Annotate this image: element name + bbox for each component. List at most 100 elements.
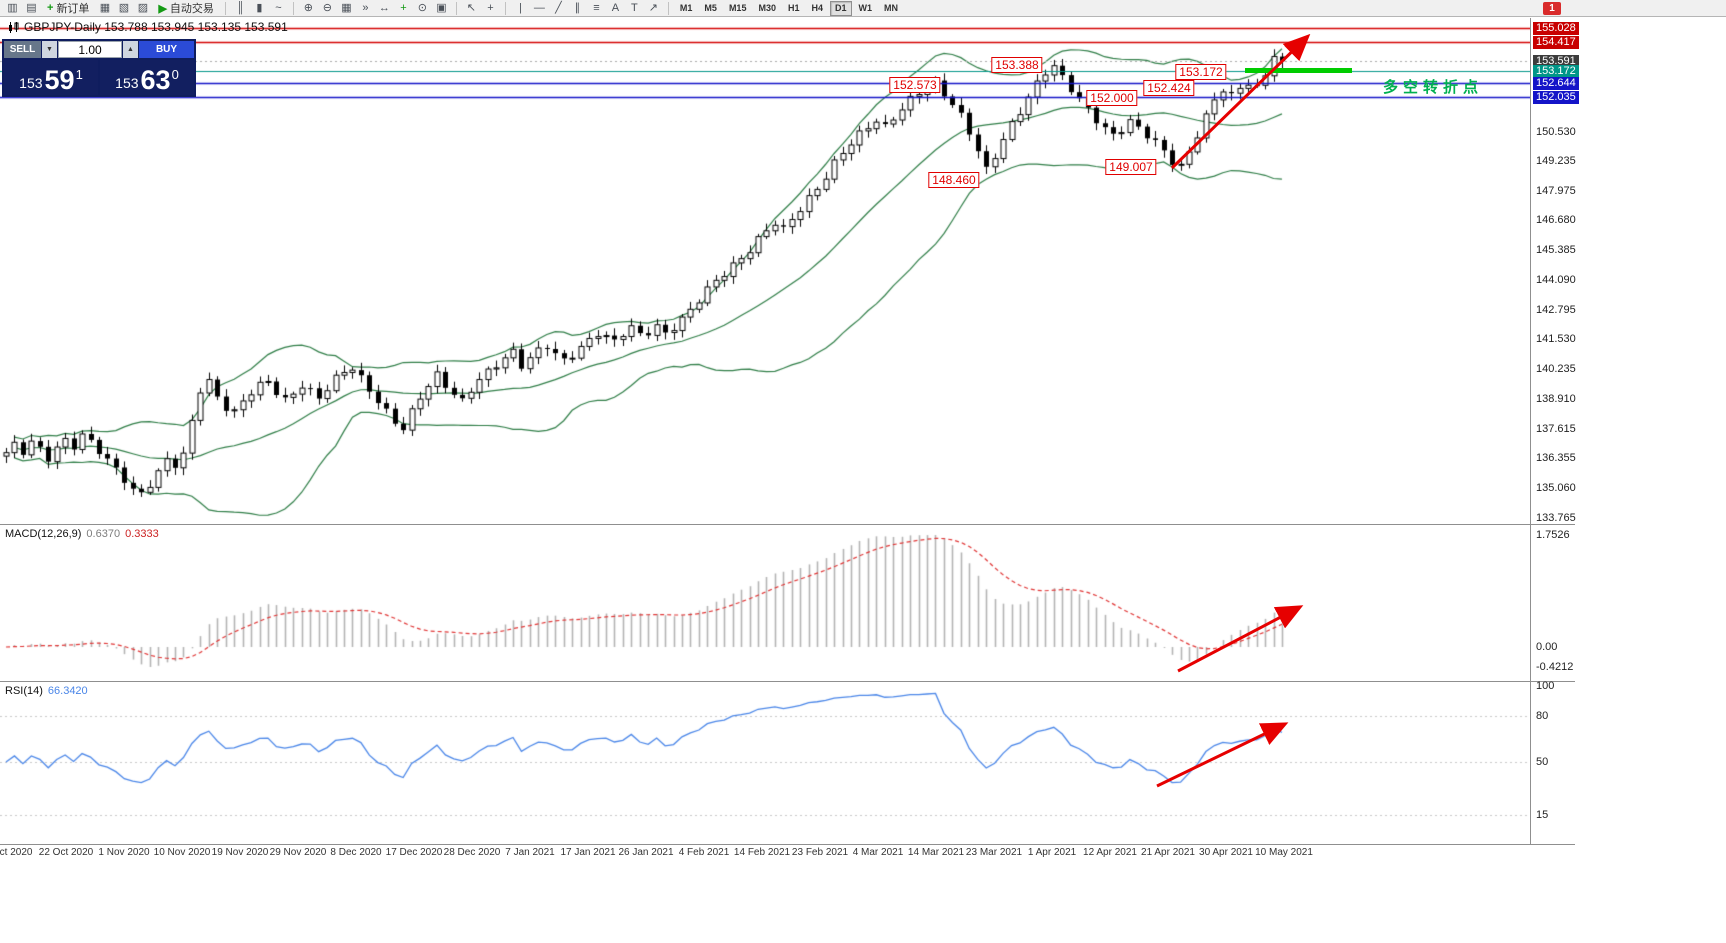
vertical-line-icon[interactable]: | (518, 2, 522, 14)
macd-pane-canvas[interactable] (0, 525, 1530, 681)
price-level-marker: 152.644 (1533, 76, 1579, 90)
horizontal-line-icon[interactable]: — (533, 2, 545, 14)
turning-point-note: 多空转折点 (1383, 79, 1484, 96)
price-tick: 136.355 (1536, 452, 1576, 465)
auto-scroll-icon[interactable]: » (362, 2, 369, 14)
price-level-marker: 153.172 (1533, 64, 1579, 78)
price-tick: 135.060 (1536, 482, 1576, 495)
line-chart-icon[interactable]: ~ (275, 2, 282, 14)
price-tag: 153.388 (991, 57, 1043, 73)
volume-increase-button[interactable]: ▲ (123, 41, 138, 58)
rsi-pane-canvas[interactable] (0, 682, 1530, 844)
ask-price[interactable]: 153 63 0 (100, 60, 194, 95)
timeframe-w1[interactable]: W1 (858, 2, 873, 13)
timeframe-h1[interactable]: H1 (787, 2, 800, 13)
date-tick: 7 Jan 2021 (505, 847, 555, 858)
new-order-button[interactable]: + 新订单 (47, 2, 90, 15)
date-tick: 19 Nov 2020 (211, 847, 269, 858)
date-tick: 17 Dec 2020 (385, 847, 443, 858)
price-tag: 149.007 (1105, 159, 1157, 175)
text-icon[interactable]: A (611, 2, 620, 14)
date-tick: 17 Jan 2021 (560, 847, 616, 858)
timeframe-m30[interactable]: M30 (758, 2, 776, 13)
rsi-header: RSI(14) 66.3420 (5, 685, 88, 697)
text-label-icon[interactable]: T (631, 2, 638, 14)
crosshair-icon[interactable]: + (487, 2, 494, 14)
equidistant-channel-icon[interactable]: ∥ (574, 2, 581, 14)
buy-button[interactable]: BUY (139, 41, 194, 58)
timeframe-d1[interactable]: D1 (830, 0, 852, 16)
main-chart-canvas[interactable] (0, 18, 1530, 524)
chart-shift-icon[interactable]: ↔ (378, 2, 390, 14)
data-window-icon[interactable]: ▧ (118, 2, 130, 14)
price-tag: 148.460 (928, 172, 980, 188)
price-tag: 152.573 (889, 77, 941, 93)
toolbar-separator (455, 1, 457, 15)
pane-separator[interactable] (0, 681, 1575, 682)
chart-window-icon[interactable]: ▥ (7, 2, 18, 14)
macd-tick: 1.7526 (1536, 529, 1570, 541)
candlestick-chart-icon[interactable]: ▮ (256, 2, 263, 14)
date-tick: 14 Feb 2021 (733, 847, 791, 858)
symbol-ohlc-text: GBPJPY-Daily 153.788 153.945 153.135 153… (24, 20, 288, 34)
navigator-icon[interactable]: ▨ (137, 2, 149, 14)
timeframe-m5[interactable]: M5 (704, 2, 717, 13)
price-level-marker: 154.417 (1533, 36, 1579, 50)
macd-tick: -0.4212 (1536, 661, 1574, 673)
price-tick: 133.765 (1536, 512, 1576, 524)
price-tick: 146.680 (1536, 214, 1576, 227)
candlestick-icon (9, 21, 19, 33)
fibonacci-icon[interactable]: ≡ (593, 2, 600, 14)
date-tick: 4 Mar 2021 (852, 847, 904, 858)
price-tick: 140.235 (1536, 362, 1576, 375)
macd-tick: 0.00 (1536, 640, 1558, 653)
bid-price[interactable]: 153 59 1 (4, 60, 98, 95)
price-tag: 152.424 (1143, 80, 1195, 96)
pane-separator[interactable] (0, 844, 1575, 845)
toolbar: ▥ ▤ + 新订单 ▦ ▧ ▨ ▶ 自动交易 ║ ▮ ~ ⊕ ⊖ ▦ » ↔ + ⊙ ▣ ↖ + | — ╱ ∥ ≡ A T ↗ M1 M5 M… (0, 0, 1726, 17)
indicators-add-icon[interactable]: + (400, 2, 407, 14)
price-tag: 153.172 (1175, 64, 1227, 80)
price-tick: 138.910 (1536, 393, 1576, 406)
chart-list-icon[interactable]: ▤ (26, 2, 37, 14)
notification-badge[interactable]: 1 (1543, 2, 1561, 15)
toolbar-separator (667, 1, 669, 15)
volume-decrease-button[interactable]: ▼ (42, 41, 57, 58)
date-tick: 26 Jan 2021 (618, 847, 674, 858)
periods-icon[interactable]: ⊙ (417, 2, 428, 14)
price-tag: 152.000 (1086, 90, 1138, 106)
sell-button[interactable]: SELL (4, 41, 41, 58)
volume-input[interactable] (58, 41, 122, 58)
toolbar-separator (292, 1, 294, 15)
timeframe-h4[interactable]: H4 (811, 2, 823, 13)
rsi-tick: 50 (1536, 756, 1549, 768)
templates-icon[interactable]: ▣ (436, 2, 447, 14)
date-tick: 10 May 2021 (1255, 847, 1313, 858)
tile-windows-icon[interactable]: ▦ (341, 2, 352, 14)
pane-separator[interactable] (0, 524, 1575, 525)
date-tick: 23 Mar 2021 (965, 847, 1023, 858)
price-tick: 144.090 (1536, 274, 1576, 287)
zoom-out-icon[interactable]: ⊖ (322, 2, 333, 14)
trendline-icon[interactable]: ╱ (555, 2, 562, 14)
market-watch-icon[interactable]: ▦ (99, 2, 111, 14)
arrows-tool-icon[interactable]: ↗ (648, 2, 659, 14)
turning-point-line (1245, 68, 1352, 74)
date-tick: 12 Apr 2021 (1083, 847, 1137, 858)
bar-chart-icon[interactable]: ║ (236, 2, 245, 14)
timeframe-m1[interactable]: M1 (679, 2, 693, 13)
timeframe-m15[interactable]: M15 (728, 2, 747, 13)
toolbar-separator (224, 1, 226, 15)
date-tick: 30 Apr 2021 (1199, 847, 1253, 858)
auto-trading-button[interactable]: ▶ 自动交易 (158, 2, 214, 16)
date-tick: 14 Mar 2021 (907, 847, 965, 858)
timeframe-mn[interactable]: MN (884, 2, 899, 13)
cursor-icon[interactable]: ↖ (466, 2, 477, 14)
price-level-marker: 152.035 (1533, 90, 1579, 104)
date-tick: 8 Oct 2020 (0, 847, 33, 858)
zoom-in-icon[interactable]: ⊕ (303, 2, 314, 14)
chart-ohlc-header: GBPJPY-Daily 153.788 153.945 153.135 153… (8, 20, 288, 34)
date-tick: 4 Feb 2021 (678, 847, 730, 858)
date-tick: 29 Nov 2020 (269, 847, 327, 858)
